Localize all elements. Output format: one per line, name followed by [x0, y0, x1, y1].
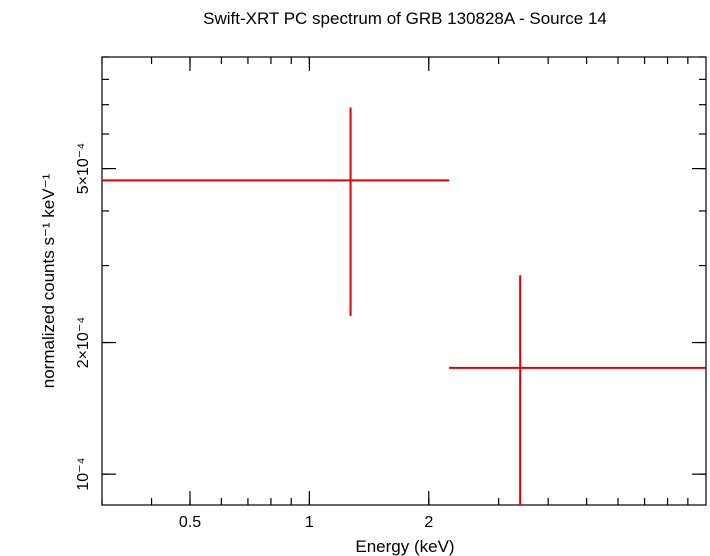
- y-tick-label: 10⁻⁴: [75, 457, 92, 490]
- y-ticks: 10⁻⁴ 2×10⁻⁴ 5×10⁻⁴: [75, 143, 706, 491]
- chart-title: Swift-XRT PC spectrum of GRB 130828A - S…: [203, 9, 607, 28]
- x-tick-label: 2: [424, 514, 433, 531]
- x-axis-label: Energy (keV): [355, 537, 454, 556]
- y-minor-ticks: [102, 56, 706, 475]
- x-tick-label: 0.5: [179, 514, 201, 531]
- data-point: [102, 107, 450, 317]
- y-tick-label: 5×10⁻⁴: [75, 143, 92, 194]
- plot-frame: [101, 56, 707, 506]
- x-minor-ticks: [101, 57, 689, 505]
- data-point: [449, 275, 706, 505]
- y-tick-label: 2×10⁻⁴: [75, 317, 92, 368]
- x-ticks: 0.5 1 2: [179, 57, 433, 531]
- y-axis-label: normalized counts s⁻¹ keV⁻¹: [39, 173, 58, 388]
- x-tick-label: 1: [305, 514, 314, 531]
- data-points: [102, 107, 706, 505]
